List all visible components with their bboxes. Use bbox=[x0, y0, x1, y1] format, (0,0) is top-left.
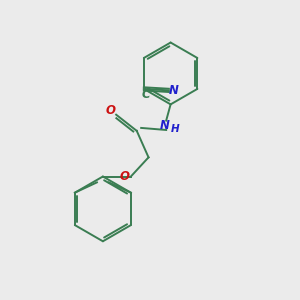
Text: O: O bbox=[119, 170, 129, 183]
Text: O: O bbox=[106, 104, 116, 117]
Text: C: C bbox=[142, 88, 151, 101]
Text: N: N bbox=[160, 119, 170, 132]
Text: H: H bbox=[171, 124, 179, 134]
Text: N: N bbox=[169, 84, 179, 97]
